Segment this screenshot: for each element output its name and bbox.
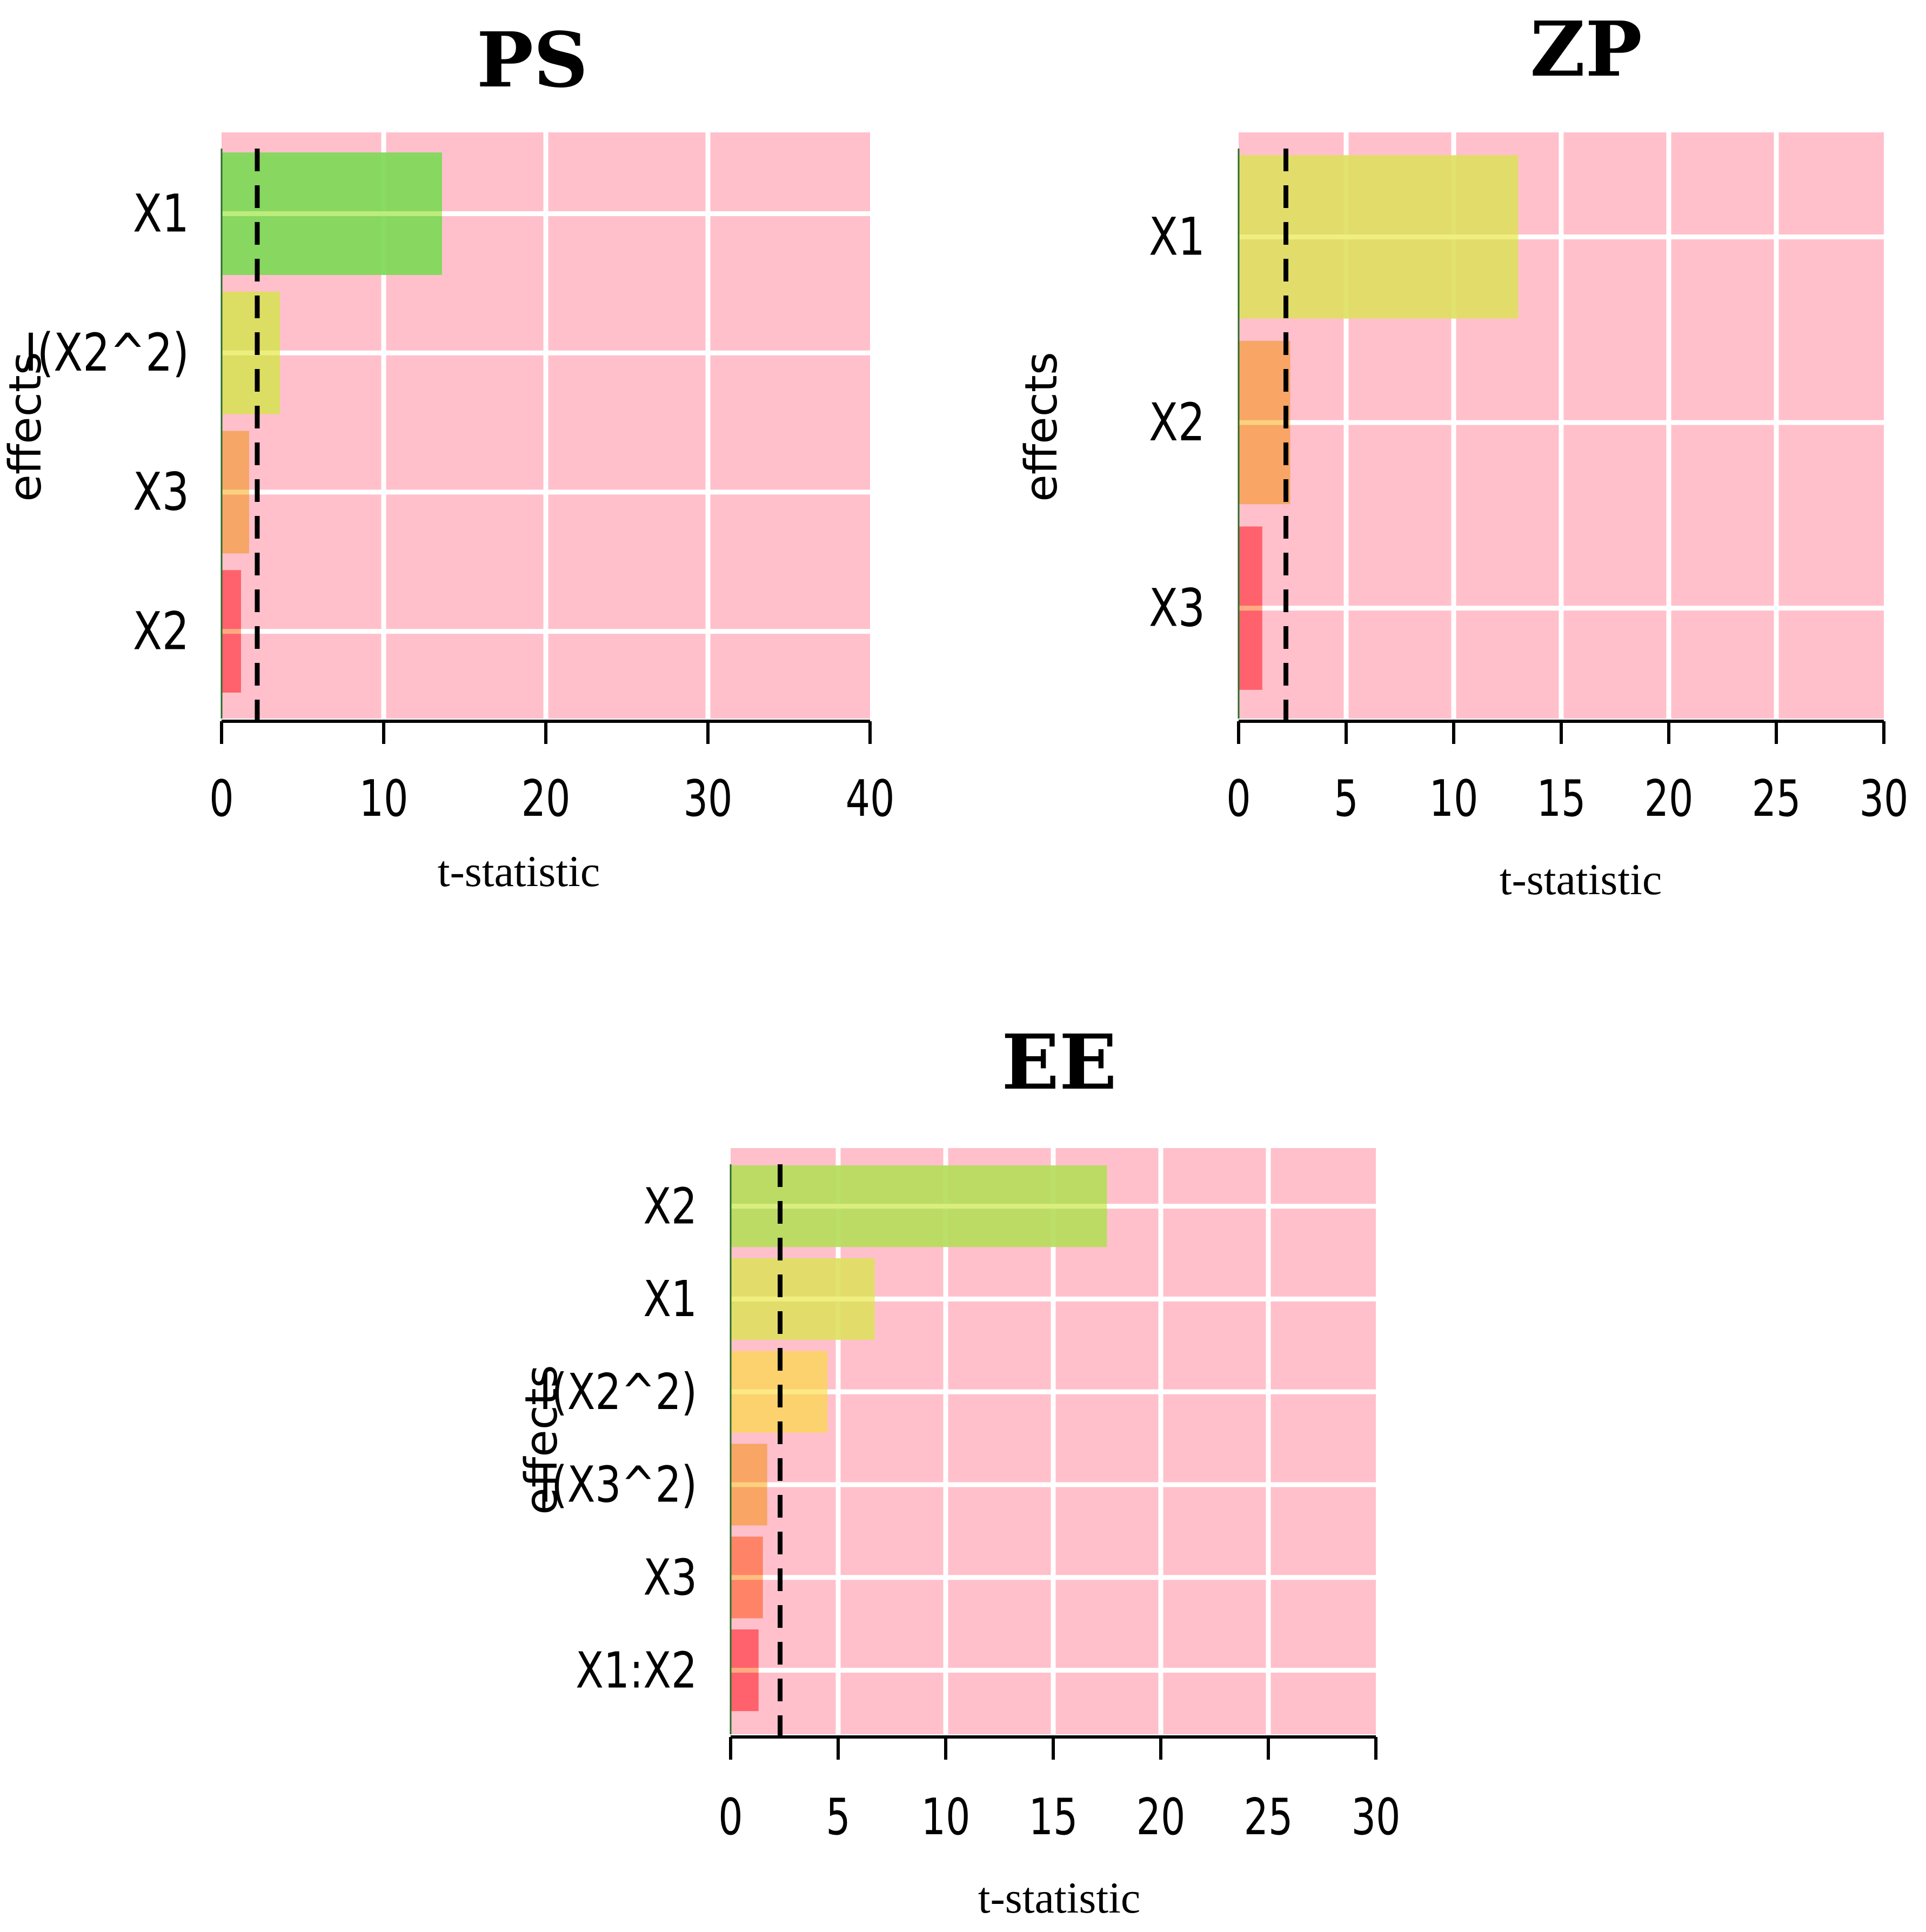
y-axis-label: effects bbox=[0, 352, 51, 501]
x-tick-label: 25 bbox=[1752, 770, 1801, 828]
category-label: I(X2^2) bbox=[24, 323, 189, 383]
bar-X2 bbox=[222, 570, 241, 693]
category-label: X3 bbox=[133, 462, 189, 522]
category-label: X1 bbox=[643, 1270, 697, 1328]
x-tick-label: 40 bbox=[846, 770, 895, 828]
x-axis-label: t-statistic bbox=[1500, 855, 1662, 904]
category-label: X2 bbox=[133, 601, 189, 662]
bar-X2 bbox=[731, 1165, 1107, 1247]
category-label: X2 bbox=[643, 1177, 697, 1235]
bar-X1 bbox=[222, 152, 442, 275]
category-label: X1 bbox=[1149, 207, 1205, 267]
x-tick-label: 0 bbox=[209, 770, 233, 828]
bar-I(X2^2) bbox=[222, 291, 280, 414]
category-label: X1:X2 bbox=[576, 1641, 697, 1699]
y-axis-label: effects bbox=[1016, 352, 1067, 501]
bar-X3 bbox=[1239, 526, 1262, 690]
y-axis-label: effects bbox=[516, 1365, 567, 1514]
bar-X1 bbox=[731, 1258, 875, 1340]
x-tick-label: 20 bbox=[521, 770, 571, 828]
category-label: X3 bbox=[1149, 578, 1205, 639]
chart-title: EE bbox=[1001, 1018, 1116, 1107]
bar-X3 bbox=[731, 1537, 763, 1619]
chart-ps: X1 I(X2^2) X3 X2 0 10 20 30 40 PS t-statistic effec… bbox=[0, 16, 894, 896]
x-tick-label: 30 bbox=[684, 770, 733, 828]
x-tick-label: 0 bbox=[1226, 770, 1250, 828]
chart-title: ZP bbox=[1530, 5, 1642, 94]
bar-X3 bbox=[222, 431, 249, 554]
category-label: X1 bbox=[133, 184, 189, 244]
x-tick-label: 30 bbox=[1352, 1788, 1401, 1846]
x-tick-label: 10 bbox=[1429, 770, 1479, 828]
x-tick-label: 25 bbox=[1244, 1788, 1293, 1846]
x-tick-label: 10 bbox=[359, 770, 409, 828]
x-tick-label: 0 bbox=[718, 1788, 743, 1846]
x-tick-label: 10 bbox=[921, 1788, 971, 1846]
x-tick-label: 15 bbox=[1537, 770, 1586, 828]
x-tick-label: 15 bbox=[1029, 1788, 1078, 1846]
category-label: I(X2^2) bbox=[539, 1363, 697, 1421]
bar-I(X3^2) bbox=[731, 1444, 767, 1526]
chart-ee: X2 X1 I(X2^2) I(X3^2) X3 X1:X2 0 5 10 15 20 25 30 EE t… bbox=[516, 1018, 1400, 1922]
category-label: X3 bbox=[643, 1548, 697, 1606]
bar-X2 bbox=[1239, 340, 1290, 505]
x-tick-label: 30 bbox=[1860, 770, 1909, 828]
x-tick-label: 20 bbox=[1136, 1788, 1186, 1846]
x-tick-label: 20 bbox=[1644, 770, 1694, 828]
x-tick-label: 5 bbox=[826, 1788, 850, 1846]
x-axis-label: t-statistic bbox=[438, 847, 600, 896]
category-label: X2 bbox=[1149, 392, 1205, 453]
chart-title: PS bbox=[477, 16, 588, 105]
category-label: I(X3^2) bbox=[539, 1455, 697, 1513]
chart-zp: X1 X2 X3 0 5 10 15 20 25 30 ZP t-statistic effects bbox=[1016, 5, 1908, 904]
x-tick-label: 5 bbox=[1334, 770, 1358, 828]
bar-X1:X2 bbox=[731, 1629, 759, 1712]
x-axis-label: t-statistic bbox=[978, 1873, 1141, 1922]
